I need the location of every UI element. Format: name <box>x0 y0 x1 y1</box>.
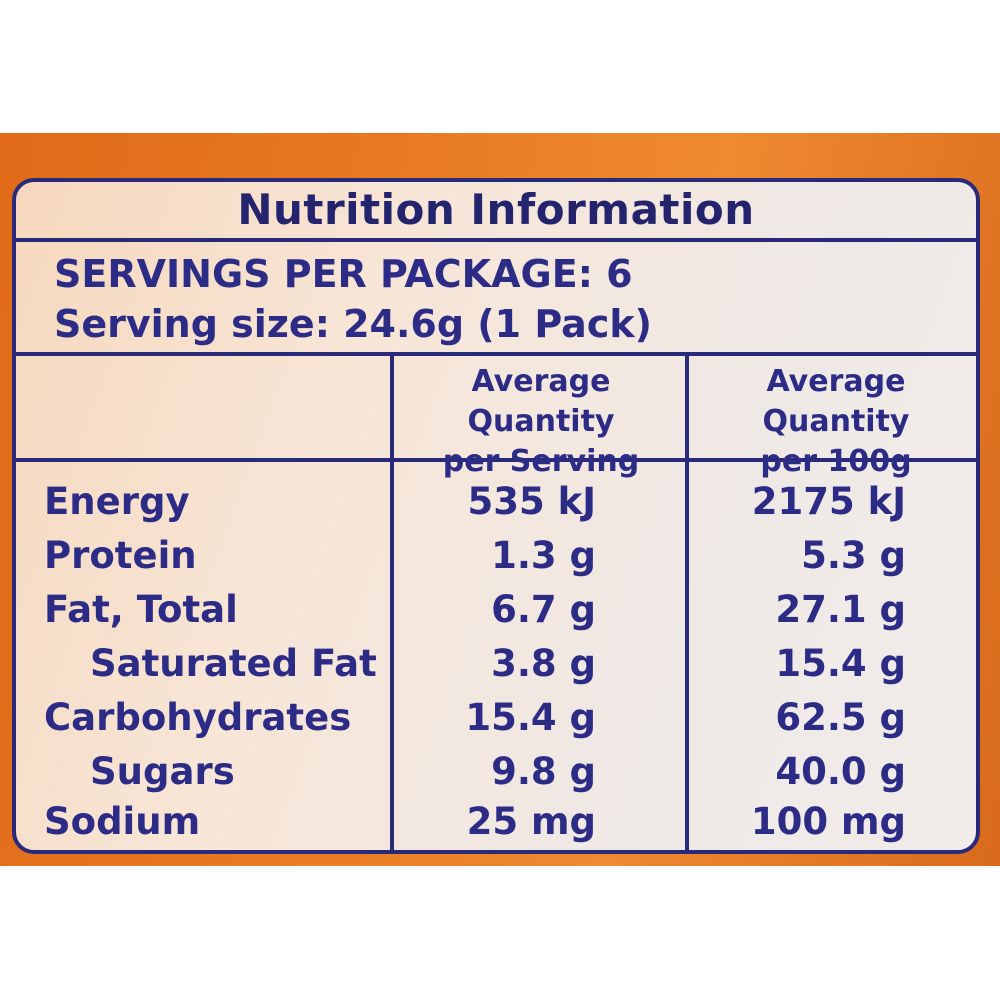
column-divider <box>685 356 689 850</box>
nutrient-name: Sugars <box>90 750 235 793</box>
table-row: Carbohydrates 15.4 g 62.5 g <box>16 690 976 744</box>
per-100g-value: 15.4 g <box>775 642 906 685</box>
column-header-line: per Serving <box>442 444 640 479</box>
header-divider <box>16 458 976 462</box>
nutrition-panel: Nutrition Information SERVINGS PER PACKA… <box>12 178 980 854</box>
nutrient-name: Carbohydrates <box>44 696 352 739</box>
column-divider <box>390 356 394 850</box>
per-serving-value: 1.3 g <box>491 534 596 577</box>
per-serving-value: 15.4 g <box>465 696 596 739</box>
column-header-line: Average Quantity <box>762 364 910 439</box>
column-header-line: per 100g <box>760 444 912 479</box>
per-serving-value: 25 mg <box>466 800 596 843</box>
per-serving-value: 3.8 g <box>491 642 596 685</box>
nutrient-name: Saturated Fat <box>90 642 377 685</box>
serving-size: Serving size: 24.6g (1 Pack) <box>54 302 652 346</box>
servings-per-package: SERVINGS PER PACKAGE: 6 <box>54 252 633 296</box>
table-row: Saturated Fat 3.8 g 15.4 g <box>16 636 976 690</box>
nutrient-name: Fat, Total <box>44 588 238 631</box>
per-100g-value: 5.3 g <box>801 534 906 577</box>
per-100g-value: 62.5 g <box>775 696 906 739</box>
per-serving-value: 535 kJ <box>467 480 597 523</box>
per-100g-value: 40.0 g <box>775 750 906 793</box>
per-100g-value: 27.1 g <box>775 588 906 631</box>
table-row: Protein 1.3 g 5.3 g <box>16 528 976 582</box>
servings-info: SERVINGS PER PACKAGE: 6 Serving size: 24… <box>16 242 976 356</box>
panel-title: Nutrition Information <box>16 182 976 242</box>
per-serving-value: 9.8 g <box>491 750 596 793</box>
per-serving-value: 6.7 g <box>491 588 596 631</box>
table-row: Sugars 9.8 g 40.0 g <box>16 744 976 798</box>
per-100g-value: 2175 kJ <box>751 480 906 523</box>
per-100g-value: 100 mg <box>750 800 906 843</box>
table-row: Energy 535 kJ 2175 kJ <box>16 474 976 528</box>
nutrient-name: Protein <box>44 534 197 577</box>
column-header-per-serving: Average Quantity per Serving <box>396 362 686 482</box>
table-row: Fat, Total 6.7 g 27.1 g <box>16 582 976 636</box>
table-row: Sodium 25 mg 100 mg <box>16 794 976 848</box>
nutrient-name: Energy <box>44 480 190 523</box>
nutrient-name: Sodium <box>44 800 201 843</box>
column-header-line: Average Quantity <box>467 364 615 439</box>
column-header-per-100g: Average Quantity per 100g <box>691 362 976 482</box>
